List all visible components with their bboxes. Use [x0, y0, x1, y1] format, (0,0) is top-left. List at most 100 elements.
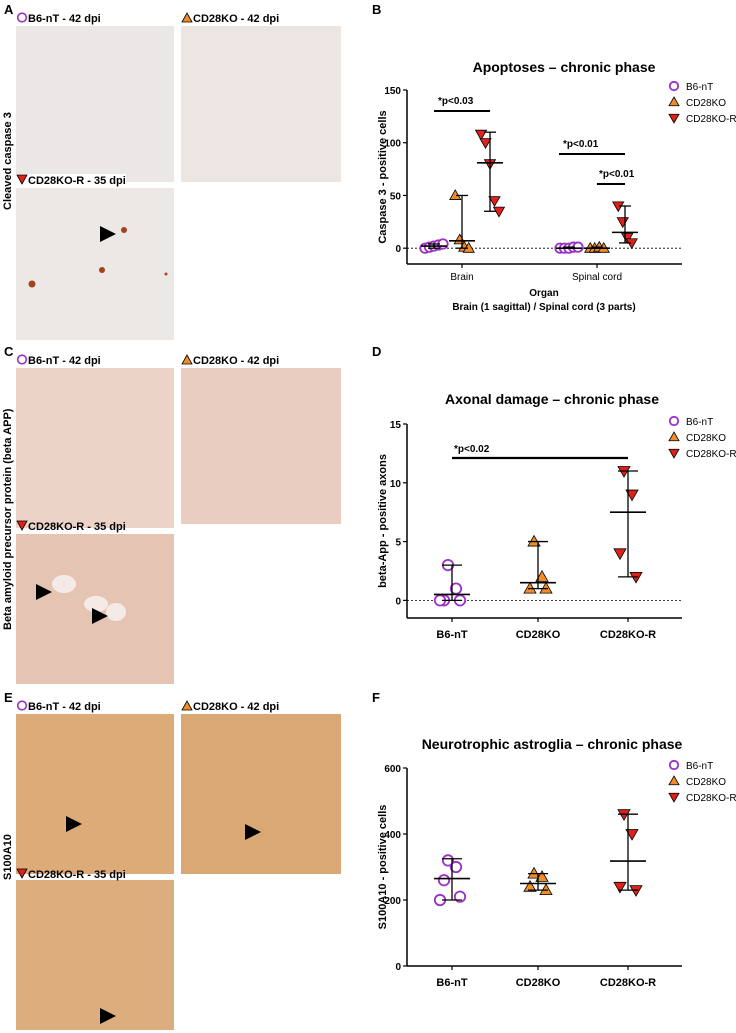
image-label: CD28KO - 42 dpi: [181, 354, 279, 367]
micrograph-a-ko: [181, 26, 341, 182]
data-point: [629, 571, 643, 584]
legend-entry: B6-nT: [686, 417, 713, 428]
arrowhead-marker: [100, 1008, 116, 1024]
data-point: [617, 809, 631, 822]
data-point: [613, 548, 627, 561]
y-tick-label: 150: [384, 86, 401, 97]
x-tick-label: Spinal cord: [572, 272, 622, 283]
legend-marker: [668, 792, 680, 803]
chart-apoptoses: Apoptoses – chronic phase 0 50 100 150 Caspas…: [377, 59, 736, 313]
y-tick-label: 100: [384, 139, 401, 150]
y-tick-label: 10: [390, 479, 402, 490]
arrowhead-marker: [100, 226, 116, 242]
data-point: [527, 534, 541, 547]
data-point: [625, 238, 638, 250]
data-point: [617, 466, 631, 478]
legend-marker: [668, 448, 680, 459]
legend-entry: CD28KO: [686, 98, 726, 109]
micrograph-e-kor: [16, 880, 174, 1030]
chart-axonal-damage: Axonal damage – chronic phase 0 5 10 15 beta-…: [377, 391, 736, 641]
x-tick-label: CD28KO-R: [600, 629, 656, 641]
y-tick-label: 0: [395, 244, 401, 255]
legend-entry: CD28KO-R: [686, 449, 736, 460]
chart-title: Axonal damage – chronic phase: [445, 391, 659, 407]
chart-astroglia: Neurotrophic astroglia – chronic phase 0 2…: [377, 736, 736, 989]
data-point: [449, 860, 463, 874]
x-tick-label: CD28KO-R: [600, 977, 656, 989]
micrograph-e-ko: [181, 714, 341, 874]
data-point: [527, 866, 541, 879]
x-axis-label: Organ: [529, 288, 558, 299]
legend-marker: [668, 113, 680, 124]
legend-entry: CD28KO: [686, 433, 726, 444]
image-label: CD28KO-R - 35 dpi: [16, 868, 126, 881]
x-tick-label: B6-nT: [436, 629, 467, 641]
panel-letter-d: D: [372, 344, 382, 359]
data-point: [488, 196, 501, 208]
legend-entry: CD28KO: [686, 777, 726, 788]
chart-title: Apoptoses – chronic phase: [473, 59, 656, 75]
data-point: [523, 581, 537, 594]
y-tick-label: 50: [390, 191, 402, 202]
data-point: [535, 870, 549, 882]
legend-marker: [668, 775, 680, 786]
arrowhead-marker: [36, 584, 52, 600]
x-axis-sublabel: Brain (1 sagittal) / Spinal cord (3 part…: [452, 302, 635, 313]
legend-marker: [668, 415, 680, 427]
chart-title: Neurotrophic astroglia – chronic phase: [422, 736, 683, 752]
data-point: [453, 890, 467, 903]
arrowhead-marker: [245, 824, 261, 840]
legend-marker: [668, 759, 680, 771]
panel-letter-e: E: [4, 690, 13, 705]
panel-letter-f: F: [372, 690, 380, 705]
image-label: CD28KO - 42 dpi: [181, 12, 279, 25]
data-point: [462, 241, 475, 253]
side-label-s100a10: S100A10: [2, 834, 14, 880]
image-label: B6-nT - 42 dpi: [16, 12, 101, 25]
x-tick-label: Brain: [450, 272, 473, 283]
data-point: [625, 829, 639, 841]
y-axis-label: Caspase 3 - positive cells: [377, 110, 389, 243]
panel-letter-c: C: [4, 344, 14, 359]
significance-label: *p<0.02: [454, 444, 490, 455]
legend-marker: [668, 96, 680, 107]
arrowhead-marker: [92, 608, 108, 624]
y-axis-label: beta-App - positive axons: [377, 454, 389, 588]
legend-marker: [668, 431, 680, 442]
data-point: [616, 217, 629, 229]
image-label: CD28KO-R - 35 dpi: [16, 520, 126, 533]
micrograph-c-kor: [16, 534, 174, 684]
y-tick-label: 0: [395, 962, 401, 973]
panel-letter-b: B: [372, 2, 382, 17]
image-label: B6-nT - 42 dpi: [16, 354, 101, 367]
legend-marker: [668, 80, 680, 92]
y-tick-label: 5: [395, 538, 401, 549]
data-point: [629, 885, 643, 897]
micrograph-a-kor: [16, 188, 174, 340]
significance-label: *p<0.03: [438, 96, 474, 107]
micrograph-c-ko: [181, 368, 341, 524]
panel-letter-a: A: [4, 2, 14, 17]
data-point: [539, 581, 553, 594]
data-point: [539, 883, 553, 896]
data-point: [441, 854, 455, 867]
significance-label: *p<0.01: [599, 169, 635, 180]
data-point: [437, 874, 451, 887]
data-point: [535, 570, 549, 582]
y-tick-label: 600: [384, 764, 401, 775]
legend-entry: CD28KO-R: [686, 114, 736, 125]
x-tick-label: B6-nT: [436, 977, 467, 989]
legend-entry: CD28KO-R: [686, 793, 736, 804]
image-label: CD28KO - 42 dpi: [181, 700, 279, 713]
micrograph-a-b6: [16, 26, 174, 182]
significance-label: *p<0.01: [563, 139, 599, 150]
y-tick-label: 200: [384, 896, 401, 907]
y-tick-label: 15: [390, 420, 402, 431]
y-axis-label: S100A10 - positive cells: [377, 805, 389, 930]
side-label-caspase: Cleaved caspase 3: [2, 112, 14, 210]
legend-entry: B6-nT: [686, 82, 713, 93]
arrowhead-marker: [66, 816, 82, 832]
y-tick-label: 0: [395, 596, 401, 607]
image-label: B6-nT - 42 dpi: [16, 700, 101, 713]
data-point: [492, 206, 506, 218]
